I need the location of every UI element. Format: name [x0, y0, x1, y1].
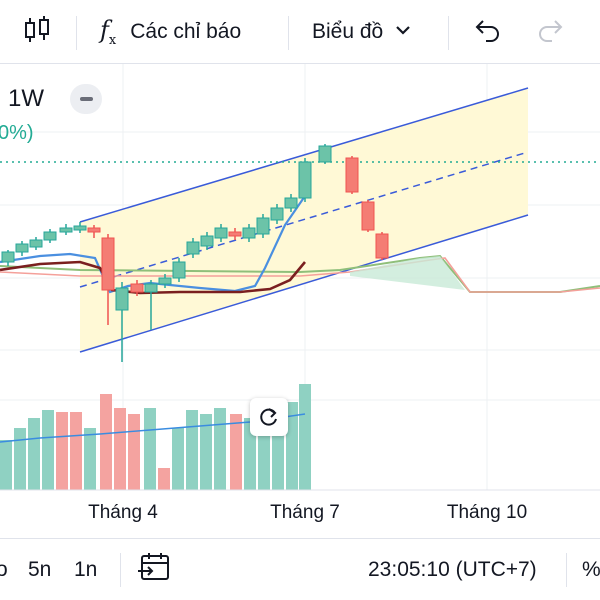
x-axis-label: Tháng 4: [88, 502, 158, 523]
toolbar-divider: [288, 16, 289, 50]
candle: [186, 241, 200, 255]
volume-group: [0, 384, 311, 490]
chart-type-label: Biểu đồ: [312, 20, 384, 43]
candle: [144, 283, 158, 293]
volume-bar: [299, 384, 311, 490]
volume-bar: [28, 418, 40, 490]
candle: [43, 231, 57, 241]
top-toolbar: fx Các chỉ báo Biểu đồ: [0, 0, 600, 64]
volume-bar: [286, 402, 298, 490]
candle: [318, 145, 332, 163]
candle: [115, 287, 129, 311]
candle: [130, 283, 144, 293]
reset-chart-button[interactable]: [250, 398, 288, 436]
range-item[interactable]: o: [0, 558, 8, 581]
percent-scale-toggle[interactable]: %: [582, 558, 600, 581]
candle: [256, 217, 270, 235]
candlestick-icon: [22, 10, 52, 55]
function-icon: fx: [100, 16, 117, 48]
candle: [158, 277, 172, 285]
channel-mid-line: [79, 151, 529, 288]
volume-bar: [0, 440, 12, 490]
goto-date-button[interactable]: [138, 539, 172, 600]
volume-bar: [42, 410, 54, 490]
channel-lower-line[interactable]: [79, 214, 529, 353]
volume-bar: [214, 408, 226, 490]
candle: [1, 251, 15, 263]
calendar-goto-icon: [138, 551, 172, 589]
candle: [29, 239, 43, 248]
range-item[interactable]: 1n: [74, 558, 98, 581]
volume-bar: [128, 414, 140, 490]
change-percent: 0%): [0, 122, 34, 144]
chart-style-button[interactable]: [22, 0, 52, 64]
candle: [172, 261, 186, 279]
candle: [242, 227, 256, 239]
candle: [73, 225, 87, 231]
bottom-divider: [120, 553, 121, 587]
candle: [345, 157, 359, 193]
ma-slow-line: [0, 260, 306, 295]
redo-button[interactable]: [536, 0, 566, 64]
volume-bar: [84, 428, 96, 490]
chart-type-dropdown[interactable]: Biểu đồ: [312, 0, 411, 64]
candle: [214, 227, 228, 239]
candle: [298, 161, 312, 199]
candles-group: [1, 144, 389, 362]
volume-bar: [158, 468, 170, 490]
volume-bar: [172, 428, 184, 490]
chart-pane[interactable]: 1W 0%): [0, 64, 600, 530]
redo-icon: [536, 18, 566, 47]
chevron-down-icon: [395, 23, 411, 41]
range-item[interactable]: 5n: [28, 558, 52, 581]
volume-bar: [186, 410, 198, 490]
bottom-toolbar: o 5n 1n 23:05:10 (UTC+7) %: [0, 538, 600, 600]
rotate-icon: [258, 406, 280, 428]
candle: [15, 243, 29, 253]
volume-bar: [14, 428, 26, 490]
collapse-legend-button[interactable]: [70, 84, 102, 114]
toolbar-divider: [448, 16, 449, 50]
interval-label[interactable]: 1W: [8, 85, 44, 112]
volume-bar: [144, 408, 156, 490]
cloud-area: [350, 256, 465, 290]
volume-bar: [56, 412, 68, 490]
clock-timezone[interactable]: 23:05:10 (UTC+7): [368, 558, 537, 581]
volume-bar: [230, 414, 242, 490]
toolbar-divider: [76, 16, 77, 50]
minus-icon: [79, 97, 93, 101]
ma-fast-line: [0, 195, 306, 294]
candle: [200, 235, 214, 247]
candle: [228, 231, 242, 237]
volume-bar: [200, 414, 212, 490]
undo-icon: [472, 18, 502, 47]
volume-bar: [100, 394, 112, 490]
undo-button[interactable]: [472, 0, 502, 64]
candle: [375, 233, 389, 259]
indicators-label: Các chỉ báo: [130, 20, 242, 43]
candle: [361, 201, 375, 231]
indicators-button[interactable]: fx Các chỉ báo: [100, 0, 241, 64]
candle: [101, 237, 115, 291]
channel-upper-line[interactable]: [79, 87, 529, 223]
x-axis-label: Tháng 10: [446, 502, 528, 523]
candle: [59, 227, 73, 233]
volume-bar: [114, 408, 126, 490]
candle: [87, 227, 101, 233]
bottom-divider: [566, 553, 567, 587]
candle: [270, 207, 284, 221]
chart-canvas[interactable]: [0, 64, 600, 530]
volume-bar: [70, 412, 82, 490]
x-axis-label: Tháng 7: [270, 502, 340, 523]
volume-bar: [244, 418, 256, 490]
candle: [284, 197, 298, 209]
